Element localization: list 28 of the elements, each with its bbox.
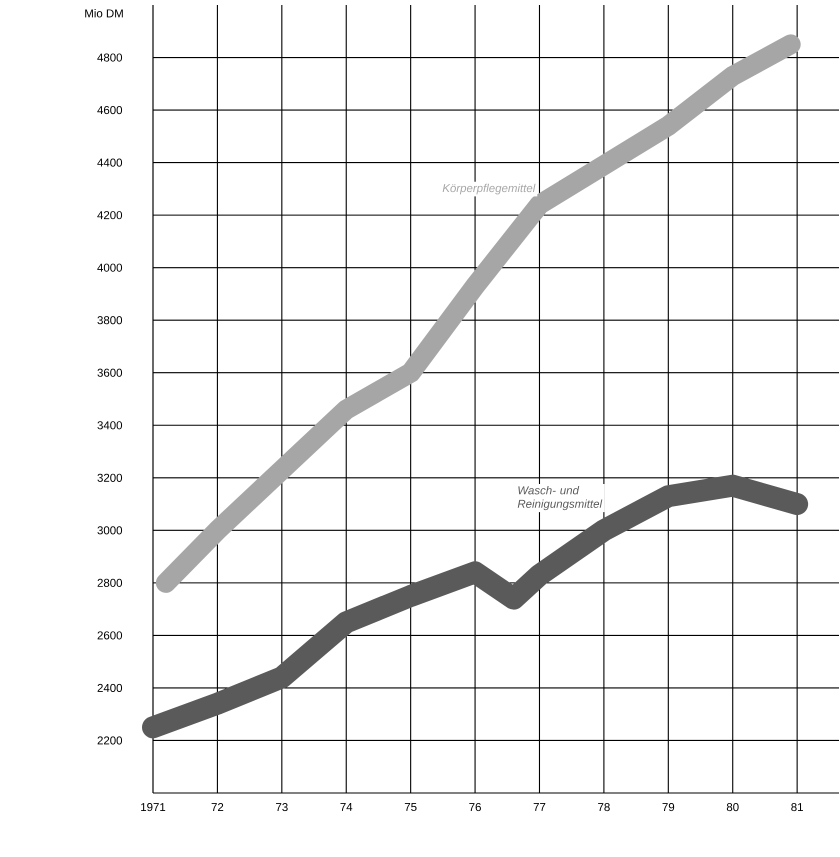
x-tick-label: 76 [470,803,482,812]
x-tick-label: 79 [662,803,674,812]
y-tick-label: 3200 [98,474,122,482]
x-tick-label: 74 [340,803,352,811]
y-tick-label: 2200 [98,736,122,745]
x-tick-label: 1971 [141,803,166,812]
series-label: Körperpflegemittel [442,184,536,194]
series-label: Wasch- und Reinigungsmittel [518,486,603,510]
y-tick-label: 2400 [98,684,122,692]
x-tick-label: 73 [276,803,288,812]
y-axis-title: Mio DM [85,9,124,18]
y-tick-label: 4400 [98,158,122,167]
y-tick-label: 3600 [98,368,122,377]
x-tick-label: 77 [534,803,546,811]
x-tick-label: 80 [727,803,739,812]
x-tick-label: 72 [212,803,224,812]
x-tick-label: 75 [405,803,417,812]
y-tick-label: 3000 [98,526,122,534]
y-tick-label: 4800 [98,53,122,62]
y-tick-label: 4200 [98,211,122,220]
x-tick-label: 81 [791,803,804,812]
y-tick-label: 4600 [98,106,122,114]
y-tick-label: 3800 [98,316,122,324]
y-tick-label: 2800 [98,578,122,587]
y-tick-label: 3400 [98,421,122,430]
y-tick-label: 2600 [98,631,122,640]
x-tick-label: 78 [598,803,610,812]
y-tick-label: 4000 [98,264,122,272]
